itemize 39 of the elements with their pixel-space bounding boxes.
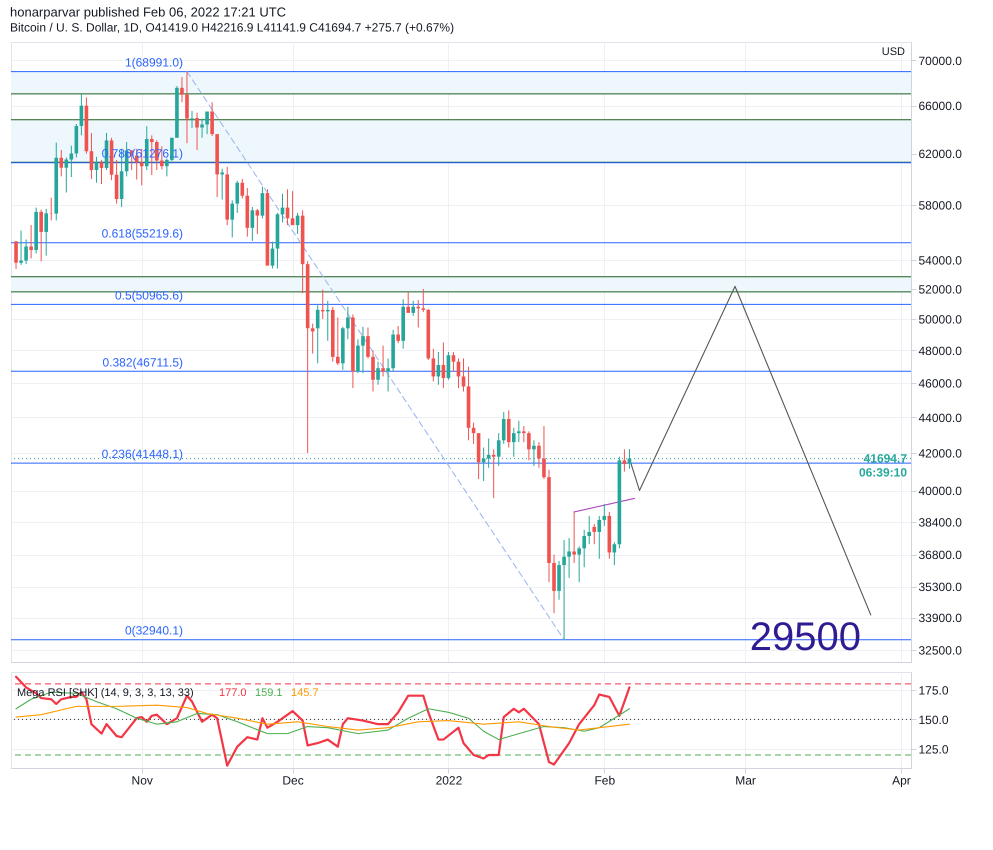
y-tick-label: 125.0 [918, 742, 949, 757]
y-tick-label: 52000.0 [918, 282, 962, 296]
y-tick-label: 38400.0 [918, 515, 962, 530]
y-tick-label: 48000.0 [918, 344, 962, 358]
y-tick-label: 35300.0 [918, 580, 962, 594]
y-tick-label: 42000.0 [918, 446, 962, 461]
y-tick-label: 175.0 [918, 683, 949, 698]
ref-line-label: 0.382(46711.5) [102, 355, 183, 370]
x-tick-label: Apr [892, 774, 911, 788]
y-tick-label: 150.0 [918, 712, 949, 727]
y-tick-label: 40000.0 [918, 484, 962, 498]
y-tick-label: 62000.0 [918, 147, 962, 162]
y-tick-label: 54000.0 [918, 253, 962, 268]
y-tick-label: 44000.0 [918, 410, 962, 425]
ref-line-label: 1(68991.0) [124, 56, 183, 70]
ref-line-label: 0.5(50965.6) [114, 288, 183, 302]
chart-title: honarparvar published Feb 06, 2022 17:21 UTC [10, 4, 286, 20]
ref-line-label: 0.618(55219.6) [102, 226, 183, 241]
y-tick-label: 32500.0 [918, 644, 962, 658]
y-tick-label: 66000.0 [918, 99, 962, 114]
y-tick-label: 70000.0 [918, 54, 962, 68]
annotation: 159.1 [255, 687, 283, 699]
ref-line-label: 0.236(41448.1) [102, 447, 183, 462]
x-tick-label: Dec [282, 774, 304, 788]
annotation: USD [882, 46, 906, 58]
annotation: 145.7 [291, 687, 319, 699]
y-tick-label: 33900.0 [918, 611, 962, 626]
annotation: 177.0 [219, 687, 247, 699]
x-tick-label: Feb [594, 774, 616, 788]
ref-line-label: 41694.7 06:39:10 [858, 452, 908, 480]
ref-line-label: 0(32940.1) [124, 624, 183, 638]
y-tick-label: 46000.0 [918, 376, 962, 391]
x-tick-label: 2022 [436, 774, 463, 788]
chart-subtitle: Bitcoin / U. S. Dollar, 1D, O41419.0 H42216.9 L41141.9 C41694.7 +275.7 (+0.67%) [10, 20, 454, 34]
y-tick-label: 50000.0 [918, 312, 962, 327]
y-tick-label: 36800.0 [918, 548, 962, 562]
x-tick-label: Nov [132, 774, 153, 788]
y-tick-label: 58000.0 [918, 198, 962, 212]
x-tick-label: Mar [735, 774, 756, 788]
